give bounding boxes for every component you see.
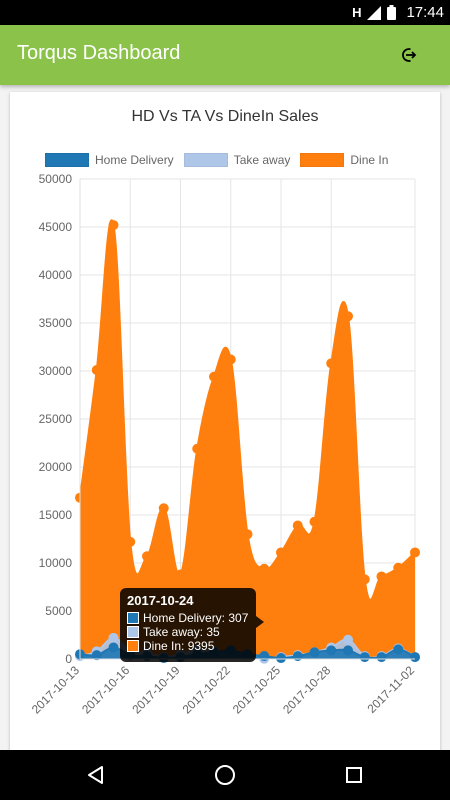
data-point: [326, 358, 337, 369]
chart-title: HD Vs TA Vs DineIn Sales: [131, 108, 319, 125]
y-tick-label: 15000: [39, 508, 73, 522]
data-point: [343, 645, 353, 656]
x-tick-label: 2017-10-28: [280, 663, 334, 717]
x-tick-label: 2017-10-22: [180, 663, 234, 717]
home-icon: [215, 765, 235, 785]
x-tick-label: 2017-11-02: [364, 663, 417, 716]
tooltip-row: Take away: 35: [127, 625, 249, 639]
logout-button[interactable]: [396, 42, 422, 68]
recents-icon: [346, 767, 362, 783]
data-point: [142, 551, 152, 562]
clock-time: 17:44: [406, 4, 444, 21]
x-tick-label: 2017-10-19: [129, 663, 183, 717]
app-bar: Torqus Dashboard: [0, 25, 450, 85]
tooltip-row-label: Dine In: 9395: [143, 639, 215, 653]
data-point: [343, 311, 353, 322]
data-point: [309, 516, 320, 527]
data-point: [175, 569, 186, 580]
y-tick-label: 25000: [39, 412, 73, 426]
legend-item-home-delivery[interactable]: Home Delivery: [45, 153, 174, 167]
network-type-label: H: [352, 5, 362, 20]
data-point: [376, 652, 387, 663]
y-tick-label: 30000: [39, 364, 73, 378]
legend-label: Dine In: [350, 153, 389, 167]
data-point: [192, 443, 203, 454]
legend-label: Home Delivery: [95, 153, 174, 167]
signal-icon: [367, 5, 382, 20]
home-button[interactable]: [210, 760, 240, 790]
data-point: [108, 220, 119, 231]
data-point: [158, 503, 169, 514]
data-point: [242, 529, 253, 540]
data-point: [359, 574, 370, 585]
legend-item-dine-in[interactable]: Dine In: [300, 153, 388, 167]
legend-item-take-away[interactable]: Take away: [183, 153, 291, 167]
y-tick-label: 40000: [39, 268, 73, 282]
app-title: Torqus Dashboard: [17, 42, 181, 64]
data-point: [108, 642, 119, 653]
x-tick-label: 2017-10-13: [29, 663, 83, 717]
tooltip-row-label: Take away: 35: [143, 625, 220, 639]
data-point: [225, 354, 236, 365]
data-point: [276, 547, 286, 558]
data-point: [108, 632, 119, 643]
recents-button[interactable]: [339, 760, 369, 790]
chart-tooltip: 2017-10-24 Home Delivery: 307 Take away:…: [120, 588, 264, 662]
status-icons: H 17:44: [352, 0, 444, 25]
data-point: [410, 652, 420, 663]
legend-swatch: [45, 153, 89, 167]
y-tick-label: 35000: [39, 316, 73, 330]
y-tick-label: 0: [65, 652, 72, 666]
data-point: [259, 563, 270, 574]
data-point: [125, 536, 136, 547]
sales-chart-card: HD Vs TA Vs DineIn Sales Home Delivery T…: [10, 92, 440, 752]
navigation-bar: [0, 750, 450, 800]
data-point: [343, 634, 353, 645]
data-point: [276, 653, 286, 664]
series-area: [80, 220, 415, 659]
data-point: [359, 652, 370, 663]
y-tick-label: 20000: [39, 460, 73, 474]
tooltip-swatch: [127, 612, 139, 624]
data-point: [91, 365, 102, 376]
x-tick-label: 2017-10-16: [79, 663, 133, 717]
data-point: [259, 651, 270, 662]
data-point: [309, 647, 320, 658]
data-point: [410, 547, 420, 558]
data-point: [326, 645, 337, 656]
data-point: [209, 371, 219, 382]
data-point: [292, 651, 303, 662]
series-line: [79, 219, 416, 601]
data-point: [376, 571, 387, 582]
tooltip-row: Home Delivery: 307: [127, 611, 249, 625]
data-point: [393, 562, 404, 573]
logout-icon: [402, 48, 417, 62]
tooltip-row: Dine In: 9395: [127, 639, 249, 653]
data-point: [393, 644, 404, 655]
tooltip-title: 2017-10-24: [127, 593, 194, 608]
y-tick-label: 45000: [39, 220, 73, 234]
tooltip-swatch: [127, 640, 139, 652]
data-point: [91, 650, 102, 661]
data-point: [292, 520, 303, 531]
tooltip-swatch: [127, 626, 139, 638]
chart-legend: Home Delivery Take away Dine In: [45, 153, 398, 167]
y-tick-label: 5000: [45, 604, 72, 618]
status-bar: H 17:44: [0, 0, 450, 25]
tooltip-row-label: Home Delivery: 307: [143, 611, 249, 625]
x-tick-label: 2017-10-25: [230, 663, 284, 717]
back-button[interactable]: [81, 760, 111, 790]
battery-icon: [387, 5, 397, 20]
y-tick-label: 10000: [39, 556, 73, 570]
legend-swatch: [300, 153, 345, 167]
back-icon: [88, 766, 103, 784]
legend-label: Take away: [233, 153, 291, 167]
legend-swatch: [183, 153, 228, 167]
y-tick-label: 50000: [39, 172, 73, 186]
